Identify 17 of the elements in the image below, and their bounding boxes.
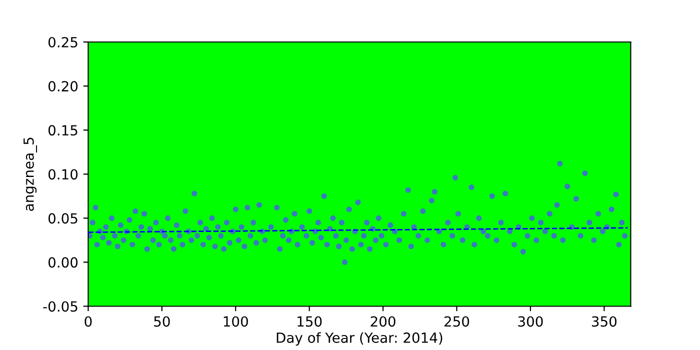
y-axis-title: angznea_5 <box>24 138 37 211</box>
y-tick-label: -0.05 <box>43 301 78 312</box>
x-tick-label: 100 <box>224 316 248 327</box>
y-tick-label: 0.10 <box>48 169 78 180</box>
x-tick-label: 50 <box>154 316 170 327</box>
x-tick-label: 300 <box>518 316 543 327</box>
y-tick-label: 0.05 <box>48 213 78 224</box>
y-tick-label: 0.15 <box>48 125 78 136</box>
x-axis-title: Day of Year (Year: 2014) <box>276 332 442 346</box>
x-tick-label: 250 <box>444 316 470 327</box>
x-tick-label: 150 <box>298 316 322 327</box>
x-tick-label: 0 <box>84 316 92 327</box>
x-tick-label: 200 <box>370 316 396 327</box>
y-tick-label: 0.20 <box>48 81 78 92</box>
x-tick-label: 350 <box>592 316 616 327</box>
y-tick-label: 0.25 <box>48 36 78 48</box>
y-tick-label: 0.00 <box>48 257 78 268</box>
